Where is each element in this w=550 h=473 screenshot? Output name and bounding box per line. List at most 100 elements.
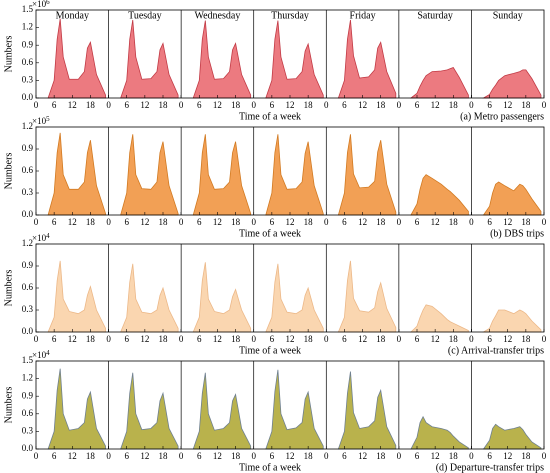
area [192,372,252,450]
y-tick-label: 0.3 [22,74,34,84]
day-label: Tuesday [128,10,162,21]
multiplier-exponent: 4 [46,349,50,357]
area [192,262,252,333]
x-tick-label: 12 [68,451,77,461]
y-multiplier: ×104 [32,232,50,243]
y-tick-label: 0.3 [22,425,34,435]
area [337,134,397,216]
x-tick-label: 18 [376,334,386,344]
y-tick-label: 0.6 [22,57,34,67]
x-tick-label: 6 [487,451,492,461]
x-tick-label: 6 [487,334,492,344]
x-tick-label: 0 [251,217,256,227]
x-tick-label: 6 [124,217,129,227]
area [47,368,106,450]
x-tick-label: 12 [140,334,149,344]
multiplier-base: ×10 [32,350,47,360]
area [120,263,179,333]
area [265,263,324,333]
x-axis-label: Time of a week [239,111,301,122]
x-tick-label: 12 [286,217,295,227]
x-tick-label: 12 [431,217,440,227]
area [337,371,397,450]
x-tick-label: 12 [213,451,222,461]
x-tick-label: 18 [521,451,531,461]
x-tick-label: 6 [197,217,202,227]
x-tick-label: 12 [358,217,367,227]
x-tick-label: 0 [397,100,402,110]
x-tick-label: 0 [106,334,111,344]
area [409,66,469,99]
x-tick-label: 0 [397,451,402,461]
x-tick-label: 18 [304,334,314,344]
y-tick-label: 0.9 [22,143,34,153]
x-tick-label: 12 [140,217,149,227]
x-tick-label: 18 [449,217,459,227]
x-tick-label: 0 [469,100,474,110]
x-tick-label: 18 [376,451,386,461]
x-tick-label: 18 [521,334,531,344]
x-tick-label: 0 [251,334,256,344]
area [482,69,542,99]
x-tick-label: 0 [179,217,184,227]
caption: (a) Metro passengers [460,111,544,122]
x-tick-label: 0 [106,217,111,227]
y-multiplier: ×105 [32,115,50,126]
x-tick-label: 6 [52,100,57,110]
caption: (c) Arrival-transfer trips [448,345,544,356]
x-axis-label: Time of a week [239,228,301,239]
x-tick-label: 18 [159,100,169,110]
y-tick-label: 1.5 [22,355,34,365]
x-tick-label: 12 [503,334,512,344]
y-tick-label: 0.6 [22,408,34,418]
y-tick-label: 0.3 [22,304,34,314]
x-tick-label: 0 [542,100,547,110]
x-tick-label: 0 [179,100,184,110]
x-axis-label: Time of a week [239,462,301,473]
x-tick-label: 18 [231,451,241,461]
y-axis-label: Numbers [3,387,14,424]
y-tick-label: 1.5 [22,4,34,14]
area [120,19,179,99]
x-tick-label: 0 [251,451,256,461]
x-tick-label: 0 [34,100,39,110]
x-tick-label: 18 [86,451,96,461]
x-tick-label: 12 [68,217,77,227]
x-tick-label: 18 [86,334,96,344]
x-tick-label: 12 [213,217,222,227]
x-tick-label: 12 [358,451,367,461]
x-tick-label: 18 [159,217,169,227]
x-tick-label: 18 [304,100,314,110]
y-tick-label: 0.0 [22,92,34,102]
x-tick-label: 18 [376,100,386,110]
caption: (b) DBS trips [490,228,544,239]
x-tick-label: 18 [449,100,459,110]
x-tick-label: 18 [231,334,241,344]
area [265,20,324,99]
x-tick-label: 0 [397,217,402,227]
x-tick-label: 6 [415,100,420,110]
x-tick-label: 6 [197,100,202,110]
day-label: Wednesday [194,10,240,21]
x-tick-label: 0 [542,334,547,344]
x-tick-label: 6 [270,217,275,227]
multiplier-base: ×10 [32,0,47,9]
x-tick-label: 0 [34,217,39,227]
multiplier-exponent: 6 [46,0,50,6]
y-axis-label: Numbers [3,153,14,190]
x-tick-label: 18 [449,451,459,461]
x-tick-label: 6 [270,334,275,344]
x-tick-label: 12 [503,100,512,110]
area [265,369,324,450]
day-label: Friday [350,10,376,21]
x-tick-label: 6 [124,334,129,344]
frame [35,360,545,450]
x-tick-label: 6 [415,451,420,461]
x-tick-label: 6 [52,451,57,461]
x-tick-label: 18 [159,451,169,461]
y-tick-label: 0.6 [22,165,34,175]
day-label: Saturday [417,10,453,21]
x-tick-label: 6 [124,100,129,110]
x-tick-label: 12 [431,334,440,344]
